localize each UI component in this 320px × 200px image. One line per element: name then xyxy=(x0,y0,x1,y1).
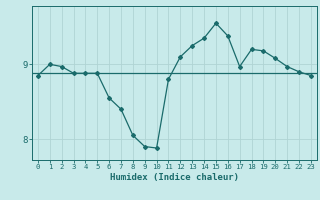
X-axis label: Humidex (Indice chaleur): Humidex (Indice chaleur) xyxy=(110,173,239,182)
